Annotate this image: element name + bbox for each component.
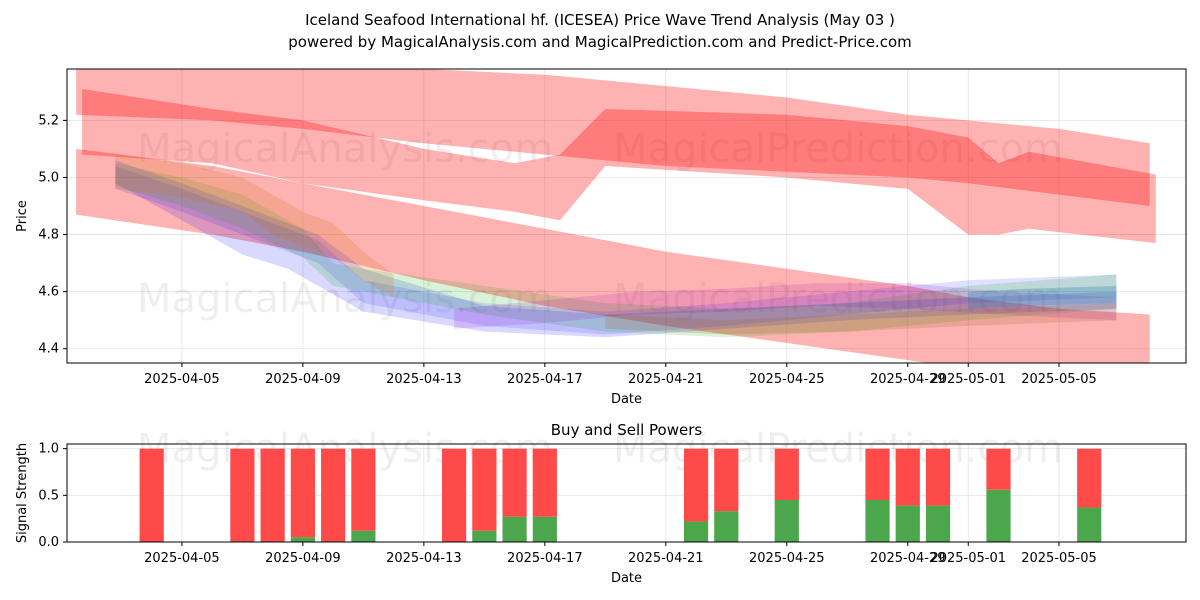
price-x-tick-label-6: 2025-04-29 xyxy=(870,372,946,387)
buy-bar-5 xyxy=(351,530,376,542)
band-blue-wave-2 xyxy=(115,166,1117,335)
band-red-main-wave xyxy=(82,89,1156,244)
sell-bar-15 xyxy=(925,448,951,506)
sell-bar-10 xyxy=(683,448,709,522)
watermark-top-left: MagicalAnalysis.com xyxy=(137,126,553,172)
signal-x-tick-label-4: 2025-04-21 xyxy=(628,551,704,566)
band-red-upper-wave xyxy=(76,69,1150,206)
price-x-tick-label-8: 2025-05-05 xyxy=(1021,372,1097,387)
signal-x-axis-label: Date xyxy=(611,571,642,586)
signal-x-tick-label-5: 2025-04-25 xyxy=(749,551,825,566)
buy-bar-11 xyxy=(714,511,739,542)
sell-bar-17 xyxy=(1077,448,1102,508)
signal-chart-panel: Buy and Sell PowersMagicalAnalysis.comMa… xyxy=(15,421,1187,586)
watermark-mid-left: MagicalAnalysis.com xyxy=(137,276,553,322)
price-x-tick-label-1: 2025-04-09 xyxy=(265,372,341,387)
signal-x-tick-label-8: 2025-05-05 xyxy=(1021,551,1097,566)
price-y-tick-label-3: 5.0 xyxy=(38,170,59,185)
buy-bar-8 xyxy=(502,516,527,542)
price-x-tick-label-5: 2025-04-25 xyxy=(749,372,825,387)
signal-x-tick-label-7: 2025-05-01 xyxy=(930,551,1006,566)
signal-bars xyxy=(139,448,1102,542)
band-red-lower-wave xyxy=(76,148,1150,363)
price-y-tick-label-4: 5.2 xyxy=(38,113,59,128)
price-x-tick-label-3: 2025-04-17 xyxy=(507,372,583,387)
signal-y-axis-label: Signal Strength xyxy=(15,443,30,543)
sell-bar-9 xyxy=(532,448,557,517)
signal-plot-frame xyxy=(66,443,1187,543)
price-y-tick-label-1: 4.6 xyxy=(38,285,59,300)
sell-bar-6 xyxy=(442,448,467,542)
signal-y-tick-label-0: 0.0 xyxy=(38,535,59,550)
sell-bar-13 xyxy=(865,448,890,500)
buy-bar-15 xyxy=(925,505,951,542)
band-blue-wave xyxy=(115,160,1117,338)
price-y-axis-label: Price xyxy=(15,200,30,232)
price-x-tick-label-4: 2025-04-21 xyxy=(628,372,704,387)
buy-bar-16 xyxy=(986,489,1011,542)
watermark-mid-right: MagicalPrediction.com xyxy=(613,276,1063,322)
signal-x-tick-label-2: 2025-04-13 xyxy=(386,551,462,566)
signal-x-tick-label-6: 2025-04-29 xyxy=(870,551,946,566)
buy-bar-7 xyxy=(472,530,497,542)
signal-x-tick-label-3: 2025-04-17 xyxy=(507,551,583,566)
signal-x-tick-label-1: 2025-04-09 xyxy=(265,551,341,566)
price-x-tick-label-7: 2025-05-01 xyxy=(930,372,1006,387)
band-brown-wave xyxy=(605,303,1117,335)
band-orange-wave xyxy=(115,154,394,298)
price-grid xyxy=(67,69,1186,363)
buy-bar-13 xyxy=(865,500,890,542)
price-chart-panel: MagicalAnalysis.com MagicalPrediction.com… xyxy=(15,68,1187,407)
band-teal-wave xyxy=(968,285,1117,309)
price-y-tick-label-0: 4.4 xyxy=(38,342,59,357)
sell-bar-12 xyxy=(774,448,799,500)
signal-y-tick-label-1: 0.5 xyxy=(38,488,59,503)
sell-bar-4 xyxy=(321,448,346,542)
figure-title-line2: powered by MagicalAnalysis.com and Magic… xyxy=(288,33,912,51)
buy-bar-3 xyxy=(290,537,315,542)
sell-bar-7 xyxy=(472,448,497,531)
signal-x-tick-label-0: 2025-04-05 xyxy=(144,551,220,566)
sell-bar-2 xyxy=(260,448,285,542)
sell-bar-1 xyxy=(230,448,255,542)
sell-bar-11 xyxy=(714,448,739,512)
buy-bar-10 xyxy=(683,521,709,542)
buy-bar-14 xyxy=(895,505,920,542)
watermark-top-right: MagicalPrediction.com xyxy=(613,126,1063,172)
sell-bar-5 xyxy=(351,448,376,531)
buy-bar-12 xyxy=(774,500,799,542)
band-purple-wave xyxy=(454,283,1117,329)
buy-bar-9 xyxy=(532,516,557,542)
price-x-axis-label: Date xyxy=(611,392,642,407)
price-x-tick-label-2: 2025-04-13 xyxy=(386,372,462,387)
sell-bar-3 xyxy=(290,448,315,538)
price-x-tick-label-0: 2025-04-05 xyxy=(144,372,220,387)
buy-bar-17 xyxy=(1077,507,1102,542)
sell-bar-0 xyxy=(139,448,164,542)
sell-bar-8 xyxy=(502,448,527,517)
price-plot-frame xyxy=(66,68,1187,364)
price-bands xyxy=(76,69,1156,363)
sell-bar-14 xyxy=(895,448,920,506)
signal-chart-title: Buy and Sell Powers xyxy=(551,421,703,439)
signal-y-tick-label-2: 1.0 xyxy=(38,442,59,457)
band-green-wave xyxy=(115,163,1117,338)
price-y-tick-label-2: 4.8 xyxy=(38,228,59,243)
figure-title-line1: Iceland Seafood International hf. (ICESE… xyxy=(305,11,895,29)
sell-bar-16 xyxy=(986,448,1011,490)
